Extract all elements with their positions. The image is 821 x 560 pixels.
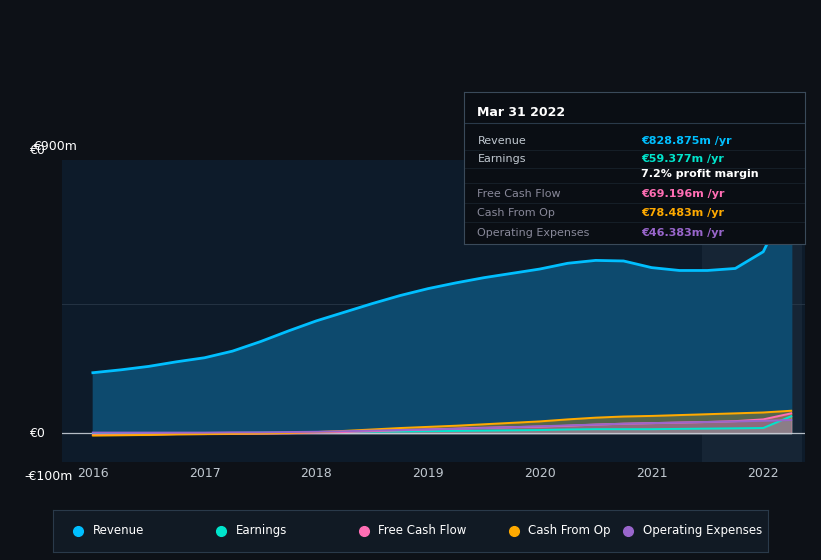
Text: Free Cash Flow: Free Cash Flow — [478, 189, 561, 199]
Text: €900m: €900m — [33, 141, 76, 153]
Text: Free Cash Flow: Free Cash Flow — [378, 524, 466, 537]
Text: Revenue: Revenue — [93, 524, 144, 537]
Text: Earnings: Earnings — [236, 524, 287, 537]
Text: €59.377m /yr: €59.377m /yr — [641, 154, 724, 164]
Text: -€100m: -€100m — [25, 469, 73, 483]
Text: Revenue: Revenue — [478, 136, 526, 146]
Text: Cash From Op: Cash From Op — [529, 524, 611, 537]
Text: 7.2% profit margin: 7.2% profit margin — [641, 169, 759, 179]
Text: Earnings: Earnings — [478, 154, 526, 164]
Text: Cash From Op: Cash From Op — [478, 208, 555, 218]
Text: €46.383m /yr: €46.383m /yr — [641, 228, 724, 238]
Bar — [702, 160, 802, 462]
Text: €69.196m /yr: €69.196m /yr — [641, 189, 725, 199]
Text: €0: €0 — [29, 144, 44, 157]
Text: €828.875m /yr: €828.875m /yr — [641, 136, 732, 146]
Text: €78.483m /yr: €78.483m /yr — [641, 208, 724, 218]
Text: Operating Expenses: Operating Expenses — [478, 228, 589, 238]
Text: Mar 31 2022: Mar 31 2022 — [478, 106, 566, 119]
Text: €0: €0 — [29, 427, 44, 440]
Text: Operating Expenses: Operating Expenses — [643, 524, 762, 537]
